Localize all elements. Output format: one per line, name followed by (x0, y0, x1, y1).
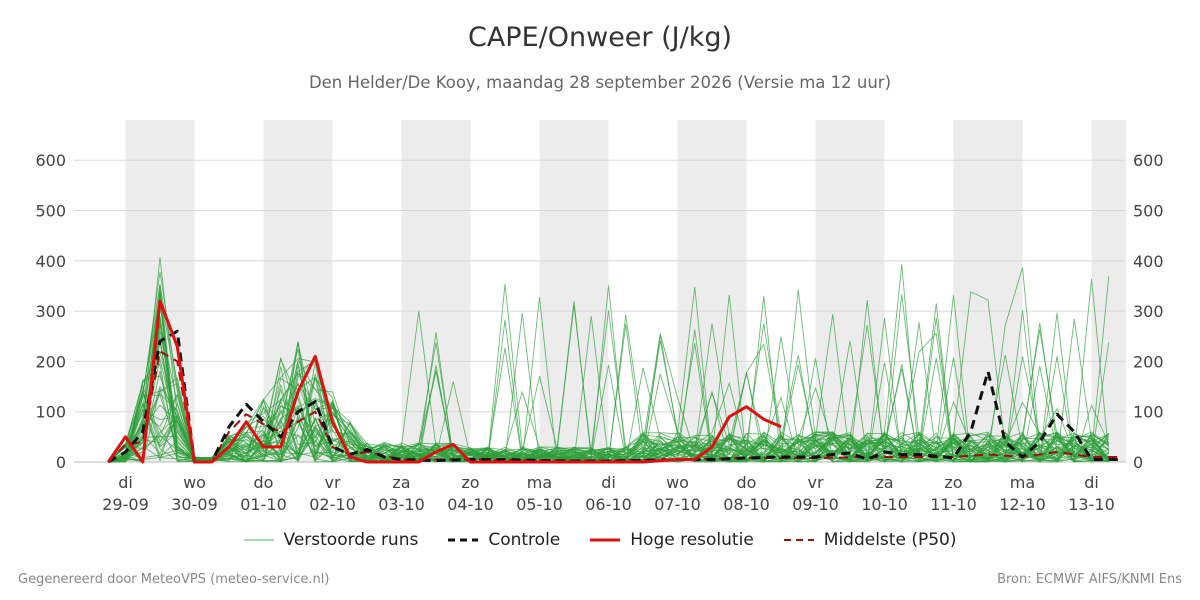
main-series (107, 299, 1123, 464)
legend-label: Controle (488, 530, 561, 550)
x-tick-day: do (737, 473, 757, 492)
ensemble-run (108, 303, 1109, 463)
day-shade (815, 120, 885, 462)
legend-label: Middelste (P50) (823, 530, 957, 550)
x-tick-day: di (1084, 473, 1099, 492)
y-tick-label: 200 (1133, 352, 1164, 371)
y-tick-label: 100 (1133, 403, 1164, 422)
series-line-middelste-p50- (107, 350, 1123, 463)
y-tick-label: 300 (35, 302, 66, 321)
y-tick-label: 100 (35, 403, 66, 422)
y-axis-left: 0 100 200 300 400 500 600 (35, 151, 66, 472)
x-tick-day: vr (324, 473, 340, 492)
x-tick-day: zo (461, 473, 479, 492)
x-tick-date: 03-10 (378, 495, 425, 514)
x-tick-date: 10-10 (861, 495, 908, 514)
x-tick-date: 09-10 (792, 495, 839, 514)
x-tick-date: 01-10 (240, 495, 287, 514)
y-tick-label: 500 (1133, 202, 1164, 221)
x-tick-day: za (392, 473, 410, 492)
x-tick-date: 04-10 (447, 495, 494, 514)
ensemble-run (107, 316, 1110, 463)
legend-item-ensemble: Verstoorde runs (243, 530, 419, 550)
x-tick-date: 08-10 (723, 495, 770, 514)
day-shade (539, 120, 609, 462)
x-tick-date: 07-10 (654, 495, 701, 514)
x-tick-date: 02-10 (309, 495, 356, 514)
x-tick-date: 29-09 (102, 495, 149, 514)
x-axis: di 29-09 wo 30-09 do 01-10 vr 02-10 za 03-10 zo 04-… (102, 473, 1115, 514)
ensemble-run (108, 300, 1109, 463)
footer-credit: Gegenereerd door MeteoVPS (meteo-service… (18, 572, 330, 587)
y-axis-right: 0 100 200 300 400 500 600 (1133, 151, 1164, 472)
legend-item-highres: Hoge resolutie (590, 530, 754, 550)
x-tick-day: wo (183, 473, 206, 492)
y-tick-label: 600 (1133, 151, 1164, 170)
y-tick-label: 0 (1133, 453, 1143, 472)
chart-subtitle: Den Helder/De Kooy, maandag 28 september… (308, 73, 892, 92)
x-tick-day: di (601, 473, 616, 492)
ensemble-run (108, 336, 1110, 463)
y-tick-label: 400 (1133, 252, 1164, 271)
x-tick-date: 12-10 (999, 495, 1046, 514)
y-tick-label: 400 (35, 252, 66, 271)
legend-item-median: Middelste (P50) (783, 530, 957, 550)
legend-label: Hoge resolutie (630, 530, 754, 550)
y-tick-label: 300 (1133, 302, 1164, 321)
x-tick-date: 30-09 (171, 495, 218, 514)
x-tick-date: 11-10 (930, 495, 977, 514)
x-tick-day: vr (807, 473, 823, 492)
ensemble-run (107, 340, 1109, 463)
x-tick-day: wo (666, 473, 689, 492)
y-tick-label: 200 (35, 352, 66, 371)
series-line-hoge-resolutie (107, 299, 782, 464)
x-tick-day: za (875, 473, 893, 492)
x-tick-date: 13-10 (1068, 495, 1115, 514)
x-tick-day: zo (944, 473, 962, 492)
day-shade (1091, 120, 1126, 462)
x-tick-date: 06-10 (585, 495, 632, 514)
x-tick-day: ma (1010, 473, 1035, 492)
legend: Verstoorde runs Controle Hoge resolutie … (0, 530, 1200, 550)
legend-item-control: Controle (448, 530, 560, 550)
footer-source: Bron: ECMWF AIFS/KNMI Ens (997, 572, 1182, 587)
day-shade (953, 120, 1023, 462)
legend-label: Verstoorde runs (283, 530, 419, 550)
x-tick-day: do (254, 473, 274, 492)
chart-title: CAPE/Onweer (J/kg) (467, 22, 732, 53)
y-tick-label: 0 (56, 453, 66, 472)
y-tick-label: 500 (35, 202, 66, 221)
x-tick-date: 05-10 (516, 495, 563, 514)
x-tick-day: di (118, 473, 133, 492)
x-tick-day: ma (527, 473, 552, 492)
ensemble-runs (107, 257, 1110, 463)
y-tick-label: 600 (35, 151, 66, 170)
